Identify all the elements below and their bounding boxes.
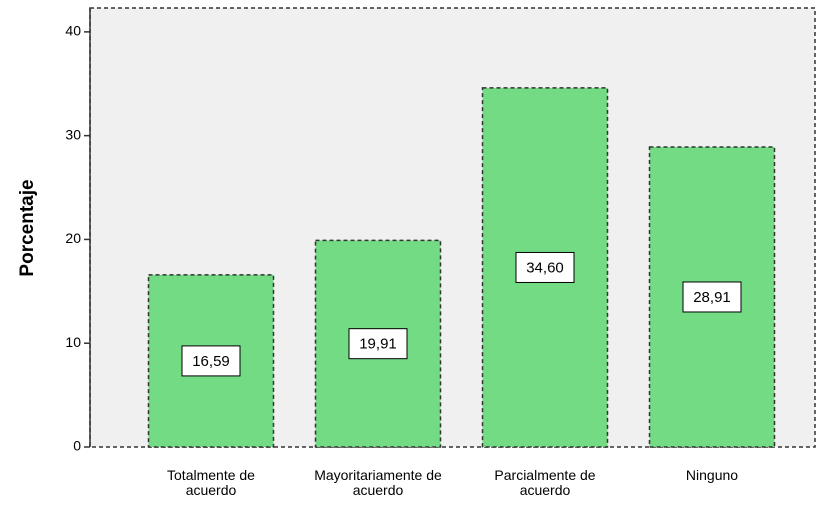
x-tick-label: Mayoritariamente de acuerdo [314, 467, 442, 498]
value-label-box [682, 281, 742, 313]
y-tick-label: 30 [65, 126, 81, 142]
y-tick-label: 10 [65, 334, 81, 350]
value-label: 16,59 [192, 353, 230, 370]
x-tick-label: Ninguno [685, 467, 739, 483]
value-label: 34,60 [526, 259, 564, 276]
value-label-box [348, 328, 408, 360]
y-tick-label: 20 [65, 230, 81, 246]
x-tick-label: Parcialmente de acuerdo [494, 467, 596, 498]
y-tick-label: 40 [65, 23, 81, 39]
x-tick-label: Totalmente de acuerdo [167, 467, 255, 498]
value-label-box [515, 251, 575, 283]
value-label-box [181, 345, 241, 377]
y-axis-label: Porcentaje [17, 179, 38, 276]
value-label: 28,91 [693, 289, 731, 306]
y-tick-label: 0 [73, 438, 81, 454]
value-label: 19,91 [359, 336, 397, 353]
